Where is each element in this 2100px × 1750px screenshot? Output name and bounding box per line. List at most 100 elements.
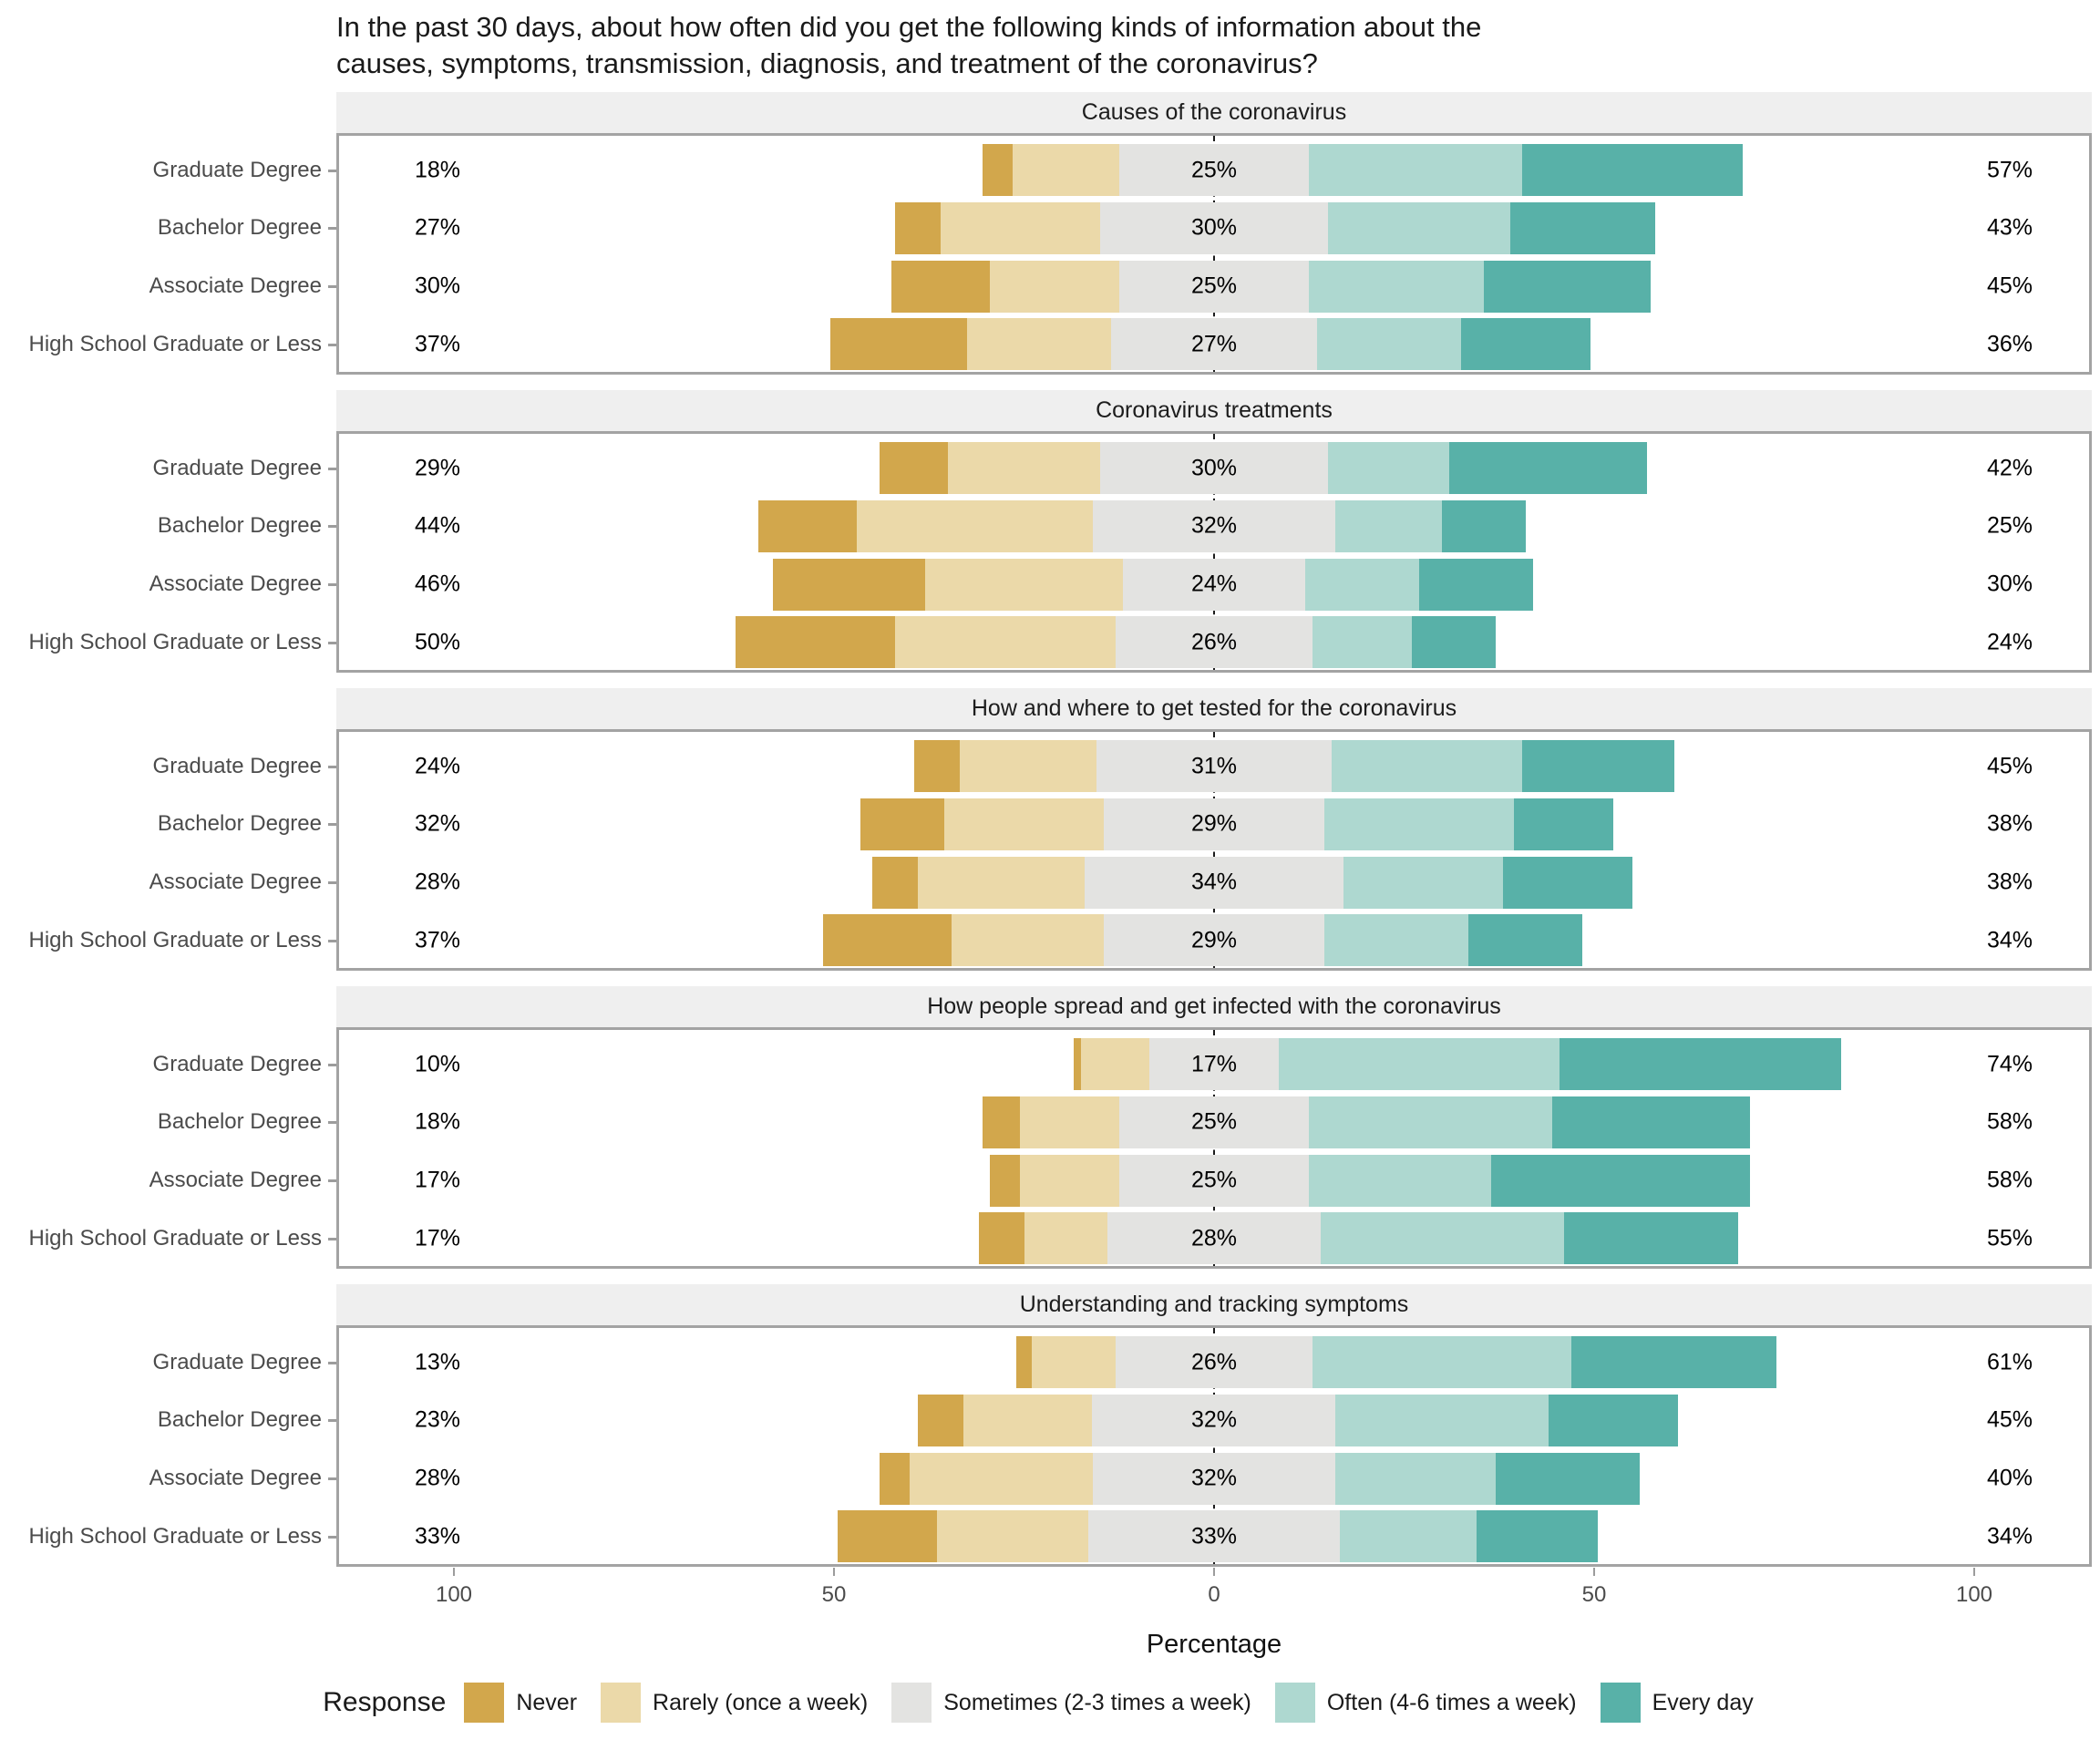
x-axis-tick bbox=[1973, 1568, 1975, 1576]
bar-segment-often bbox=[1278, 1038, 1560, 1090]
stacked-bar bbox=[773, 559, 1534, 611]
bar-left-label: 50% bbox=[414, 629, 461, 655]
y-axis-tick bbox=[328, 1063, 336, 1066]
x-axis-tick-label: 100 bbox=[1955, 1582, 1993, 1607]
stacked-bar bbox=[880, 1453, 1640, 1505]
bar-segment-sometimes bbox=[1115, 616, 1313, 668]
bar-left-label: 23% bbox=[414, 1406, 461, 1433]
legend-swatch-rarely bbox=[601, 1683, 642, 1723]
bar-right-label: 74% bbox=[1986, 1051, 2033, 1076]
bar-left-label: 29% bbox=[414, 455, 461, 480]
stacked-bar bbox=[990, 1155, 1750, 1207]
bar-left-label: 18% bbox=[414, 1108, 461, 1135]
bar-mid-label: 31% bbox=[1190, 753, 1238, 778]
stacked-bar bbox=[982, 1096, 1750, 1148]
bar-mid-label: 32% bbox=[1190, 512, 1238, 539]
bar-left-label: 37% bbox=[414, 331, 461, 357]
legend: Response Never Rarely (once a week) Someti… bbox=[0, 1683, 2100, 1723]
bar-segment-never bbox=[990, 1155, 1021, 1207]
y-axis-label: Graduate Degree bbox=[152, 753, 322, 778]
bar-segment-every_day bbox=[1483, 261, 1652, 313]
bar-segment-never bbox=[890, 261, 990, 313]
bar-segment-never bbox=[982, 1096, 1021, 1148]
bar-segment-every_day bbox=[1521, 740, 1674, 792]
bar-segment-rarely bbox=[962, 1395, 1093, 1446]
bar-left-label: 27% bbox=[414, 214, 461, 241]
bar-right-label: 38% bbox=[1986, 869, 2033, 895]
bar-segment-often bbox=[1309, 261, 1484, 313]
bar-segment-sometimes bbox=[1104, 914, 1324, 966]
bar-segment-sometimes bbox=[1118, 261, 1310, 313]
bar-segment-every_day bbox=[1548, 1395, 1678, 1446]
bar-segment-every_day bbox=[1563, 1212, 1739, 1264]
facet-title: How and where to get tested for the coro… bbox=[971, 695, 1457, 721]
bar-segment-sometimes bbox=[1115, 1336, 1313, 1388]
bar-segment-often bbox=[1323, 914, 1469, 966]
bar-left-label: 13% bbox=[414, 1349, 461, 1374]
bar-segment-sometimes bbox=[1085, 857, 1343, 909]
stacked-bar bbox=[890, 261, 1652, 313]
bar-mid-label: 29% bbox=[1190, 927, 1238, 953]
y-axis-tick bbox=[328, 939, 336, 942]
bar-right-label: 25% bbox=[1986, 512, 2033, 539]
y-axis-label: High School Graduate or Less bbox=[28, 927, 322, 952]
facet-strip: Causes of the coronavirus bbox=[336, 92, 2092, 133]
bar-mid-label: 28% bbox=[1190, 1225, 1238, 1251]
y-axis-tick bbox=[328, 1361, 336, 1364]
y-axis-label: Graduate Degree bbox=[152, 455, 322, 480]
bar-segment-never bbox=[757, 500, 857, 552]
bar-segment-every_day bbox=[1510, 202, 1655, 254]
bar-segment-every_day bbox=[1491, 1155, 1750, 1207]
stacked-bar bbox=[917, 1395, 1678, 1446]
bar-mid-label: 26% bbox=[1190, 1349, 1238, 1374]
y-axis-label: Associate Degree bbox=[149, 273, 322, 298]
bar-segment-never bbox=[735, 616, 895, 668]
bar-segment-often bbox=[1316, 318, 1461, 370]
bar-mid-label: 17% bbox=[1190, 1051, 1238, 1076]
bar-segment-never bbox=[822, 914, 952, 966]
y-axis-tick bbox=[328, 641, 336, 644]
y-axis-label: Graduate Degree bbox=[152, 157, 322, 182]
y-axis-tick bbox=[328, 1419, 336, 1423]
legend-item-label: Often (4-6 times a week) bbox=[1326, 1689, 1577, 1715]
facet-title: Coronavirus treatments bbox=[1096, 397, 1333, 423]
legend-swatch-never bbox=[464, 1683, 505, 1723]
bar-segment-never bbox=[773, 559, 926, 611]
bar-segment-never bbox=[860, 798, 944, 850]
bar-right-label: 45% bbox=[1986, 753, 2033, 778]
legend-item: Never bbox=[464, 1683, 577, 1723]
stacked-bar bbox=[913, 740, 1674, 792]
bar-right-label: 30% bbox=[1986, 571, 2033, 597]
bar-segment-every_day bbox=[1442, 500, 1526, 552]
facet-strip: Understanding and tracking symptoms bbox=[336, 1284, 2092, 1325]
bar-segment-rarely bbox=[1031, 1336, 1116, 1388]
bar-left-label: 28% bbox=[414, 869, 461, 895]
bar-segment-rarely bbox=[948, 442, 1100, 494]
facet-title: Understanding and tracking symptoms bbox=[1019, 1292, 1409, 1317]
y-axis-tick bbox=[328, 1477, 336, 1480]
bar-left-label: 10% bbox=[414, 1051, 461, 1076]
bar-segment-rarely bbox=[952, 914, 1105, 966]
stacked-bar bbox=[860, 798, 1613, 850]
y-axis-tick bbox=[328, 467, 336, 470]
bar-segment-rarely bbox=[1020, 1096, 1119, 1148]
x-axis-tick bbox=[1213, 1568, 1215, 1576]
stacked-bar bbox=[871, 857, 1632, 909]
y-axis-tick bbox=[328, 823, 336, 827]
y-axis-label: Associate Degree bbox=[149, 1466, 322, 1490]
bar-segment-often bbox=[1335, 500, 1443, 552]
chart-title-line2: causes, symptoms, transmission, diagnosi… bbox=[336, 47, 1318, 79]
stacked-bar bbox=[735, 616, 1496, 668]
x-axis-tick-label: 0 bbox=[1208, 1582, 1220, 1607]
bar-right-label: 34% bbox=[1986, 927, 2033, 953]
y-axis-tick bbox=[328, 1179, 336, 1182]
bar-segment-often bbox=[1309, 1096, 1553, 1148]
x-axis-tick-label: 100 bbox=[435, 1582, 473, 1607]
bar-mid-label: 25% bbox=[1190, 157, 1238, 182]
bar-segment-every_day bbox=[1521, 144, 1743, 196]
stacked-bar bbox=[982, 144, 1743, 196]
y-axis-label: Graduate Degree bbox=[152, 1349, 322, 1374]
bar-segment-sometimes bbox=[1149, 1038, 1279, 1090]
bar-mid-label: 24% bbox=[1190, 571, 1238, 597]
bar-segment-sometimes bbox=[1099, 442, 1329, 494]
